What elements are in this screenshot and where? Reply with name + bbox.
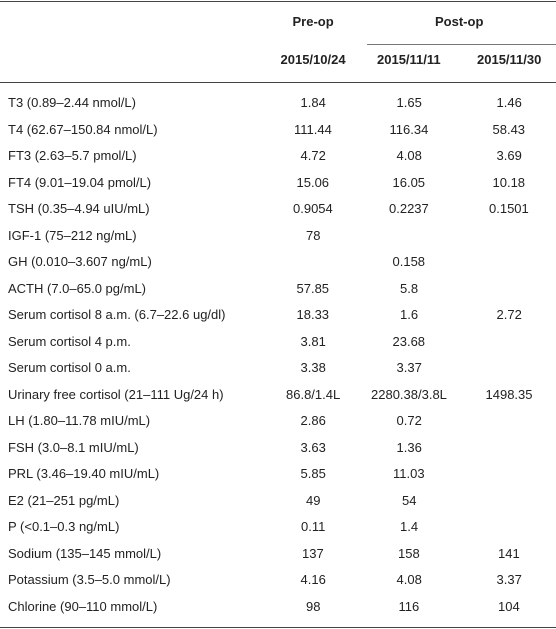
cell-value: 1.46	[496, 95, 522, 110]
cell-value: 58.43	[492, 121, 526, 137]
bottom-rule	[0, 627, 556, 628]
cell-value: 4.08	[396, 572, 422, 587]
cell-value: 1.4	[400, 519, 419, 534]
row-label: LH (1.80–11.78 mIU/mL)	[8, 413, 151, 428]
cell-value: 3.37	[396, 360, 422, 375]
cell-value: 2.72	[496, 307, 522, 322]
cell-value: 5.85	[300, 466, 326, 481]
cell-value: 16.05	[392, 174, 426, 190]
cell-value: 57.85	[296, 280, 330, 296]
cell-value: 1.6	[400, 307, 419, 322]
row-label: P (<0.1–0.3 ng/mL)	[8, 519, 120, 534]
row-label: E2 (21–251 pg/mL)	[8, 492, 120, 508]
cell-value: 0.9054	[293, 201, 333, 216]
cell-value: 3.63	[300, 439, 326, 455]
row-label: IGF-1 (75–212 ng/mL)	[8, 227, 137, 243]
cell-value: 3.69	[496, 148, 522, 163]
cell-value: 116.34	[389, 121, 429, 137]
cell-value: 5.8	[400, 280, 419, 296]
cell-value: 0.72	[396, 413, 422, 428]
cell-value: 1498.35	[485, 386, 533, 402]
top-rule	[0, 1, 556, 2]
cell-value: 158	[398, 545, 420, 561]
cell-value: 3.37	[496, 572, 522, 587]
cell-value: 0.1501	[489, 201, 529, 216]
group-rule	[367, 44, 556, 45]
row-label: TSH (0.35–4.94 uIU/mL)	[8, 201, 150, 216]
cell-value: 15.06	[296, 174, 330, 190]
row-label: Chlorine (90–110 mmol/L)	[8, 598, 158, 614]
cell-value: 49	[306, 492, 321, 508]
row-label: Potassium (3.5–5.0 mmol/L)	[8, 572, 171, 587]
cell-value: 18.33	[296, 307, 330, 322]
date-header: 2015/11/11	[377, 52, 441, 67]
row-label: PRL (3.46–19.40 mIU/mL)	[8, 466, 160, 481]
cell-value: 137	[302, 545, 324, 561]
row-label: Urinary free cortisol (21–111 Ug/24 h)	[8, 386, 224, 402]
cell-value: 86.8/1.4L	[286, 386, 341, 402]
cell-value: 4.08	[396, 148, 422, 163]
row-label: FT3 (2.63–5.7 pmol/L)	[8, 148, 137, 163]
cell-value: 54	[402, 492, 417, 508]
group-header: Post-op	[435, 14, 484, 29]
cell-value: 0.11	[301, 519, 326, 534]
group-header: Pre-op	[292, 14, 334, 29]
cell-value: 98	[306, 598, 321, 614]
header-rule	[0, 82, 556, 83]
date-header: 2015/10/24	[280, 52, 346, 67]
row-label: T3 (0.89–2.44 nmol/L)	[8, 95, 136, 110]
cell-value: 116	[398, 598, 420, 614]
cell-value: 11.03	[393, 466, 425, 481]
cell-value: 4.16	[300, 572, 326, 587]
cell-value: 104	[498, 598, 520, 614]
row-label: FT4 (9.01–19.04 pmol/L)	[8, 174, 152, 190]
cell-value: 0.158	[392, 254, 426, 269]
cell-value: 78	[306, 227, 321, 243]
row-label: FSH (3.0–8.1 mIU/mL)	[8, 439, 139, 455]
date-header: 2015/11/30	[477, 52, 542, 67]
cell-value: 4.72	[300, 148, 326, 163]
cell-value: 2280.38/3.8L	[371, 386, 447, 402]
cell-value: 1.84	[300, 95, 326, 110]
cell-value: 141	[498, 545, 520, 561]
row-label: Serum cortisol 8 a.m. (6.7–22.6 ug/dl)	[8, 307, 226, 322]
row-label: Sodium (135–145 mmol/L)	[8, 545, 162, 561]
cell-value: 0.2237	[389, 201, 429, 216]
row-label: T4 (62.67–150.84 nmol/L)	[8, 121, 158, 137]
cell-value: 10.18	[492, 174, 526, 190]
cell-value: 1.36	[396, 439, 422, 455]
cell-value: 3.38	[300, 360, 326, 375]
cell-value: 2.86	[300, 413, 326, 428]
cell-value: 3.81	[300, 333, 326, 349]
row-label: GH (0.010–3.607 ng/mL)	[8, 254, 152, 269]
row-label: Serum cortisol 4 p.m.	[8, 333, 131, 349]
cell-value: 23.68	[392, 333, 426, 349]
cell-value: 111.44	[294, 121, 332, 137]
cell-value: 1.65	[396, 95, 422, 110]
row-label: Serum cortisol 0 a.m.	[8, 360, 131, 375]
row-label: ACTH (7.0–65.0 pg/mL)	[8, 280, 147, 296]
